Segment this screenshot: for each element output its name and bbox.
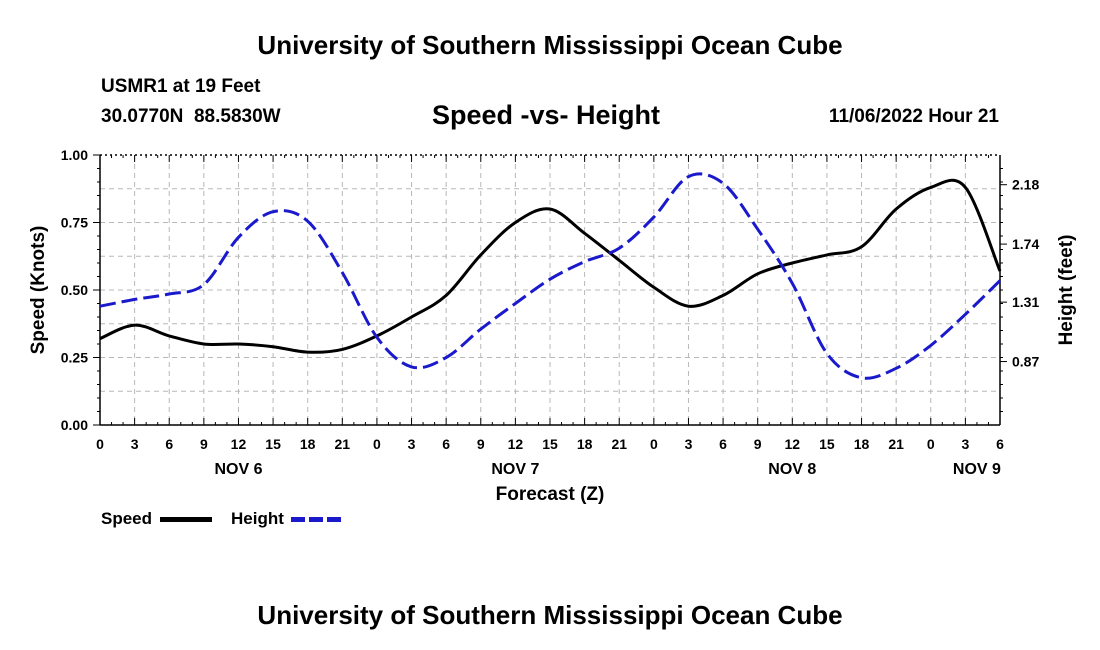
- series-line-height: [99, 172, 1002, 380]
- x-tick-label: 6: [996, 436, 1004, 452]
- x-tick-label: 21: [611, 436, 627, 452]
- x-tick-label: 15: [542, 436, 558, 452]
- legend-speed-swatch: [160, 517, 212, 522]
- legend-height-swatch: [291, 517, 343, 522]
- y2-tick-label: 1.31: [1012, 294, 1039, 310]
- series-line-speed: [99, 178, 1002, 354]
- x-tick-label: 12: [785, 436, 801, 452]
- x-tick-label: 0: [927, 436, 935, 452]
- x-tick-label: 21: [335, 436, 351, 452]
- y-tick-label: 0.00: [61, 417, 88, 433]
- y2-tick-label: 0.87: [1012, 354, 1039, 370]
- chart: 0 3 6 9 12 15 18 21 0 3 6 9 12 15 18 21 0 3 6 9 12 15 18 21 0 3 6 N…: [28, 147, 1077, 505]
- x-tick-label: 21: [888, 436, 904, 452]
- x-day-label: NOV 8: [768, 461, 816, 478]
- x-tick-label: 18: [300, 436, 316, 452]
- x-day-label: NOV 6: [214, 461, 262, 478]
- x-tick-label: 0: [96, 436, 104, 452]
- station-label: USMR1 at 19 Feet: [101, 76, 261, 97]
- x-tick-label: 15: [265, 436, 281, 452]
- x-day-label: NOV 7: [491, 461, 539, 478]
- x-tick-label: 6: [719, 436, 727, 452]
- forecast-datetime: 11/06/2022 Hour 21: [828, 106, 999, 127]
- y2-tick-label: 2.18: [1012, 177, 1039, 193]
- x-tick-label: 12: [508, 436, 524, 452]
- x-axis-label: Forecast (Z): [496, 484, 605, 505]
- y-tick-label: 0.25: [61, 350, 88, 366]
- x-tick-label: 0: [650, 436, 658, 452]
- legend-height-label: Height: [231, 509, 284, 528]
- page-title: University of Southern Mississippi Ocean…: [257, 30, 843, 60]
- x-tick-label: 9: [477, 436, 485, 452]
- x-tick-label: 3: [131, 436, 139, 452]
- x-tick-label: 15: [819, 436, 835, 452]
- station-coordinates: 30.0770N 88.5830W: [101, 106, 281, 127]
- x-tick-label: 3: [685, 436, 693, 452]
- x-tick-label: 6: [165, 436, 173, 452]
- x-tick-label: 6: [442, 436, 450, 452]
- x-tick-label: 12: [231, 436, 247, 452]
- y-tick-label: 0.75: [61, 215, 88, 231]
- y-axis-label: Speed (Knots): [28, 226, 49, 355]
- x-tick-label: 18: [577, 436, 593, 452]
- x-tick-label: 9: [754, 436, 762, 452]
- y2-axis-label: Height (feet): [1056, 235, 1077, 346]
- y-tick-label: 0.50: [61, 282, 88, 298]
- x-tick-label: 3: [408, 436, 416, 452]
- x-tick-label: 0: [373, 436, 381, 452]
- footer-title: University of Southern Mississippi Ocean…: [257, 600, 843, 630]
- y2-tick-label: 1.74: [1012, 236, 1039, 252]
- x-tick-label: 18: [854, 436, 870, 452]
- y-tick-label: 1.00: [61, 147, 88, 163]
- x-day-label: NOV 9: [953, 461, 1001, 478]
- x-tick-label: 3: [961, 436, 969, 452]
- chart-subtitle: Speed -vs- Height: [432, 100, 661, 130]
- x-tick-label: 9: [200, 436, 208, 452]
- legend-speed-label: Speed: [101, 509, 153, 528]
